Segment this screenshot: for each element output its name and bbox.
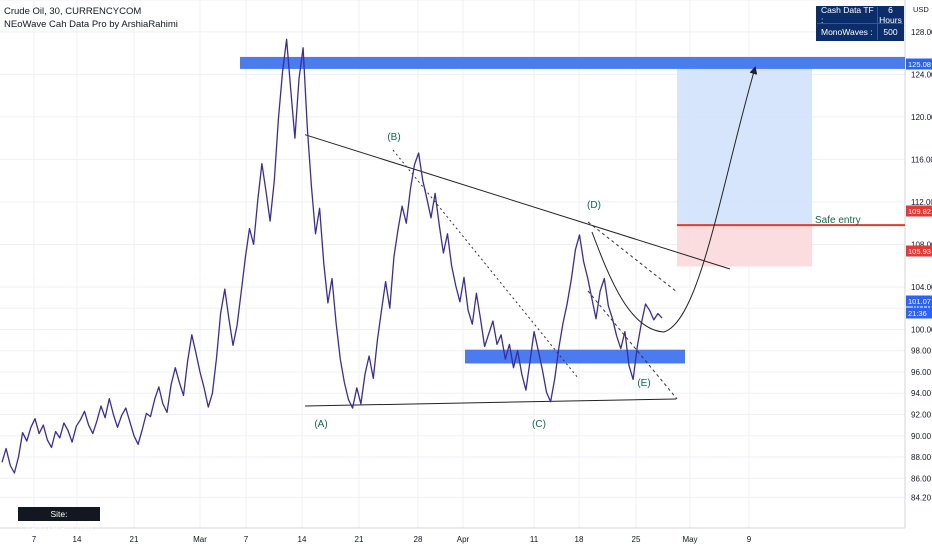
x-tick-label: 14	[298, 535, 307, 544]
info-row-monowaves: MonoWaves : 500	[817, 24, 903, 40]
wave-label: (D)	[587, 200, 601, 211]
indicator-title: NEoWave Cah Data Pro by ArshiaRahimi	[4, 19, 178, 30]
info-key-monowaves: MonoWaves :	[817, 24, 878, 40]
y-tick-label: 128.00	[911, 28, 932, 37]
wave-label: (E)	[637, 378, 650, 389]
y-tick-label: 108.00	[911, 240, 932, 249]
x-tick-label: 21	[355, 535, 364, 544]
y-tick-label: 84.20	[911, 493, 932, 502]
x-tick-label: Mar	[193, 535, 207, 544]
price-tag-label: 21:36	[908, 309, 927, 318]
y-tick-label: 116.00	[911, 155, 932, 164]
price-tag: 125.08	[906, 58, 932, 70]
x-tick-label: 25	[632, 535, 641, 544]
price-tag-bg	[906, 307, 932, 319]
price-tag: 109.82	[906, 205, 932, 217]
wave-label: (B)	[387, 132, 400, 143]
dotted-channel-line	[392, 149, 579, 379]
currency-label: USD	[913, 5, 929, 14]
target-zone	[677, 62, 812, 226]
x-tick-label: May	[682, 535, 697, 544]
info-key-timeframe: Cash Data TF :	[817, 5, 878, 25]
dashed-channel-lower	[587, 290, 678, 400]
x-tick-label: 9	[747, 535, 752, 544]
info-table: Cash Data TF : 6 Hours MonoWaves : 500	[816, 5, 904, 41]
lower-trendline	[304, 398, 677, 407]
y-tick-label: 96.00	[911, 368, 932, 377]
y-tick-label: 112.00	[911, 198, 932, 207]
x-tick-label: 28	[414, 535, 423, 544]
info-value-monowaves: 500	[883, 27, 898, 37]
y-tick-label: 98.00	[911, 347, 932, 356]
y-tick-label: 92.00	[911, 410, 932, 419]
price-tag: 105.93	[906, 245, 932, 257]
y-tick-label: 124.00	[911, 70, 932, 79]
y-tick-label: 94.00	[911, 389, 932, 398]
price-tag: 101.07	[906, 295, 932, 307]
x-tick-label: 7	[244, 535, 249, 544]
y-tick-label: 120.00	[911, 113, 932, 122]
safe-entry-label: Safe entry	[815, 215, 861, 226]
y-tick-label: 100.00	[911, 325, 932, 334]
price-tag-bg	[906, 245, 932, 257]
x-tick-label: 11	[530, 535, 539, 544]
price-tag-bg	[906, 295, 932, 307]
y-tick-label: 88.00	[911, 453, 932, 462]
info-row-timeframe: Cash Data TF : 6 Hours	[817, 5, 903, 25]
price-tag-bg	[906, 58, 932, 70]
price-tag-label: 101.07	[908, 297, 931, 306]
info-value-timeframe: 6 Hours	[879, 5, 902, 25]
stop-zone	[677, 225, 812, 267]
price-tag-label: 125.08	[908, 60, 931, 69]
chart-symbol-title: Crude Oil, 30, CURRENCYCOM	[4, 6, 142, 17]
wave-label: (A)	[314, 419, 327, 430]
price-tag-bg	[906, 205, 932, 217]
y-tick-label: 104.00	[911, 283, 932, 292]
x-tick-label: Apr	[457, 535, 470, 544]
projection-arrow	[591, 66, 758, 333]
x-tick-label: 7	[32, 535, 37, 544]
y-tick-label: 86.00	[911, 474, 932, 483]
x-tick-label: 18	[575, 535, 584, 544]
dashed-channel-upper	[587, 221, 678, 293]
price-tag: 21:36	[906, 307, 932, 319]
price-tag-label: 105.93	[908, 247, 931, 256]
support-zone	[465, 349, 685, 364]
price-line	[1, 38, 663, 474]
resistance-band	[240, 56, 905, 69]
y-tick-label: 90.00	[911, 432, 932, 441]
x-tick-label: 21	[130, 535, 139, 544]
price-tag-label: 109.82	[908, 207, 931, 216]
upper-trendline	[304, 134, 731, 270]
wave-label: (C)	[532, 419, 546, 430]
x-tick-label: 14	[73, 535, 82, 544]
site-label: Site: iranneowave.com	[18, 507, 100, 533]
